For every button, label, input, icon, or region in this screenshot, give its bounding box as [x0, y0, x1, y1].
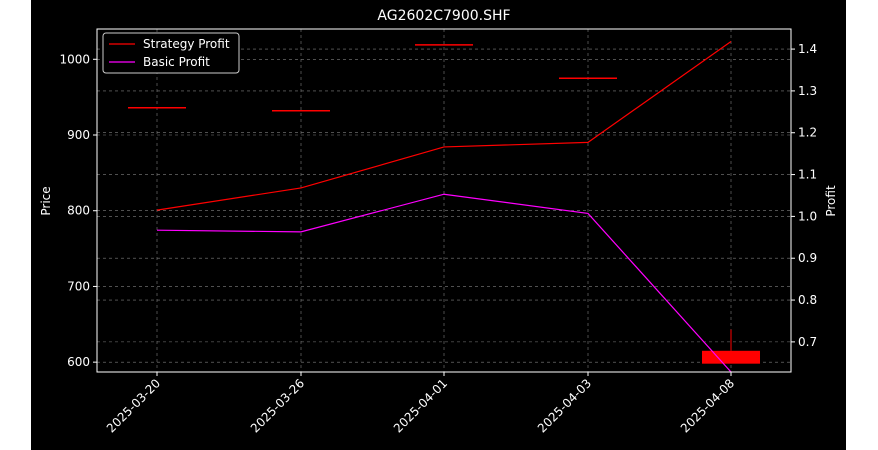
y-tick-label: 1000 — [59, 52, 90, 66]
price-candles — [128, 44, 760, 364]
y-tick-label: 900 — [67, 128, 90, 142]
y-tick-label: 700 — [67, 279, 90, 293]
legend-box — [102, 32, 240, 74]
y2-tick-label: 0.8 — [798, 293, 817, 307]
y2-tick-label: 1.1 — [798, 168, 817, 182]
y-tick-label: 600 — [67, 355, 90, 369]
y2-tick-label: 1.0 — [798, 209, 817, 223]
basic-profit-line — [156, 193, 732, 373]
right-axis: 0.7 0.8 0.9 1.0 1.1 1.2 1.3 1.4 — [791, 42, 817, 349]
profit-lines — [156, 41, 732, 373]
y2-tick-label: 1.4 — [798, 42, 817, 56]
y2-tick-label: 0.7 — [798, 335, 817, 349]
figure-background — [31, 0, 846, 450]
legend: Strategy Profit Basic Profit — [102, 32, 240, 74]
legend-label-strategy: Strategy Profit — [143, 37, 230, 51]
y-axis-label: Price — [39, 186, 53, 215]
chart-title: AG2602C7900.SHF — [377, 8, 510, 24]
y2-tick-label: 0.9 — [798, 251, 817, 265]
y2-axis-label: Profit — [824, 185, 838, 217]
y2-tick-label: 1.2 — [798, 126, 817, 140]
strategy-profit-line — [156, 41, 732, 211]
candle-body — [702, 350, 760, 364]
legend-label-basic: Basic Profit — [143, 55, 210, 69]
left-axis: 600 700 800 900 1000 — [59, 52, 97, 369]
y2-tick-label: 1.3 — [798, 84, 817, 98]
y-tick-label: 800 — [67, 204, 90, 218]
